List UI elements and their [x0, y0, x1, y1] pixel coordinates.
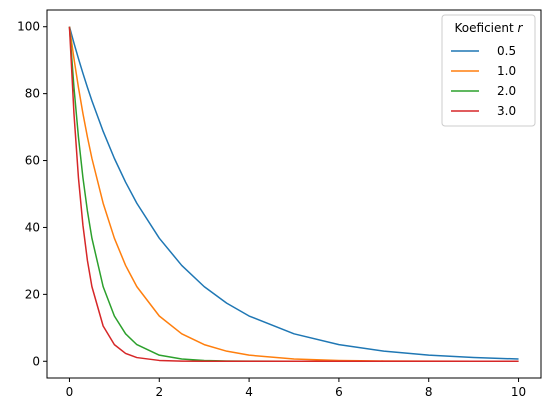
legend-title: Koeficient r [455, 21, 524, 35]
x-tick-label: 0 [66, 385, 74, 399]
y-tick-label: 80 [25, 87, 40, 101]
y-tick-label: 0 [32, 354, 40, 368]
y-axis: 0 20 40 60 80 100 [17, 20, 47, 368]
legend-title-prefix: Koeficient [455, 21, 518, 35]
legend-box [441, 14, 536, 127]
legend-items: 0.5 1.0 2.0 3.0 [451, 44, 516, 118]
legend-label-2.0: 2.0 [497, 84, 516, 98]
y-tick-label: 40 [25, 220, 40, 234]
y-tick-label: 100 [17, 20, 40, 34]
x-tick-label: 10 [511, 385, 526, 399]
series-line-3.0 [68, 26, 519, 363]
x-tick-label: 4 [245, 385, 253, 399]
x-axis: 0 2 4 6 8 10 [66, 378, 526, 399]
x-tick-label: 6 [335, 385, 343, 399]
y-tick-label: 20 [25, 287, 40, 301]
legend-title-symbol: r [518, 21, 524, 35]
legend-label-1.0: 1.0 [497, 64, 516, 78]
series-line-0.5 [68, 26, 519, 360]
x-tick-label: 2 [155, 385, 163, 399]
x-tick-label: 8 [425, 385, 433, 399]
legend-label-0.5: 0.5 [497, 44, 516, 58]
plot-area-frame [46, 9, 542, 379]
legend-label-3.0: 3.0 [497, 104, 516, 118]
y-tick-label: 60 [25, 154, 40, 168]
legend: Koeficient r 0.5 1.0 2.0 3.0 [441, 14, 536, 127]
series-layer [68, 26, 519, 363]
